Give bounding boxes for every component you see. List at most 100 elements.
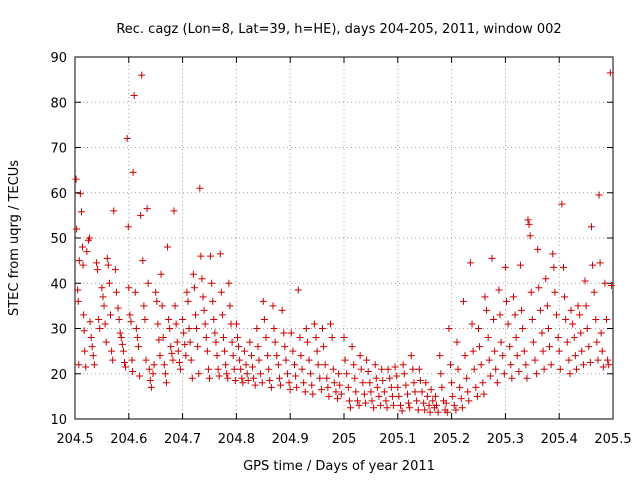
data-point xyxy=(105,279,113,287)
data-point xyxy=(518,306,526,314)
data-point xyxy=(395,392,403,400)
data-point xyxy=(507,361,515,369)
data-point xyxy=(145,365,153,373)
data-point xyxy=(266,377,274,385)
data-point xyxy=(368,397,376,405)
data-point xyxy=(590,288,598,296)
data-point xyxy=(156,352,164,360)
data-point xyxy=(596,259,604,267)
data-point xyxy=(208,279,216,287)
data-point xyxy=(544,325,552,332)
data-point xyxy=(258,379,266,387)
data-point xyxy=(127,318,135,326)
data-point xyxy=(103,254,111,262)
data-point xyxy=(168,349,176,357)
data-point xyxy=(197,252,205,260)
data-point xyxy=(102,338,110,346)
data-point xyxy=(118,340,126,348)
data-point xyxy=(171,302,179,310)
data-point xyxy=(75,361,83,369)
data-point xyxy=(291,361,299,369)
data-point xyxy=(542,275,550,283)
data-point xyxy=(246,338,254,346)
data-point xyxy=(216,250,224,258)
data-point xyxy=(538,329,546,337)
data-point xyxy=(389,401,397,409)
data-point xyxy=(226,302,234,310)
data-point xyxy=(490,315,498,323)
data-point xyxy=(129,367,137,375)
data-point xyxy=(280,329,288,337)
data-point xyxy=(108,347,116,355)
x-tick-label: 205.1 xyxy=(379,432,416,447)
data-point xyxy=(204,365,212,373)
data-point xyxy=(576,311,584,319)
data-point xyxy=(528,315,536,323)
data-point xyxy=(275,374,283,382)
data-point xyxy=(592,315,600,323)
data-point xyxy=(480,390,488,398)
data-point xyxy=(450,401,458,409)
data-point xyxy=(301,388,309,396)
data-point xyxy=(176,365,184,373)
data-point xyxy=(300,379,308,387)
data-point xyxy=(433,401,441,409)
data-point xyxy=(501,263,509,271)
data-point xyxy=(225,279,233,287)
data-point xyxy=(554,334,562,342)
data-point xyxy=(116,329,124,337)
data-point xyxy=(99,293,107,301)
data-point xyxy=(286,386,294,394)
data-point xyxy=(525,220,533,228)
data-point xyxy=(415,365,423,373)
data-point xyxy=(594,356,602,364)
data-point xyxy=(210,315,218,323)
data-point xyxy=(142,356,150,364)
data-point xyxy=(562,315,570,323)
data-point xyxy=(199,293,207,301)
data-point xyxy=(362,399,370,407)
data-point xyxy=(278,306,286,314)
data-point xyxy=(320,343,328,351)
data-point xyxy=(308,381,316,389)
data-point xyxy=(186,338,194,346)
data-point xyxy=(531,356,539,364)
data-point xyxy=(131,288,139,296)
data-point xyxy=(159,334,167,342)
data-point xyxy=(146,377,154,385)
data-point xyxy=(452,406,460,414)
data-point xyxy=(502,297,510,305)
data-point xyxy=(152,288,160,296)
data-point xyxy=(287,329,295,337)
data-point xyxy=(120,358,128,366)
x-tick-label: 204.9 xyxy=(272,432,309,447)
data-point xyxy=(586,358,594,366)
data-point xyxy=(240,347,248,355)
data-point xyxy=(309,390,317,398)
data-point xyxy=(104,261,112,269)
data-point xyxy=(130,91,138,99)
data-point xyxy=(281,343,289,351)
data-point xyxy=(259,297,267,305)
data-point xyxy=(500,370,508,378)
data-point xyxy=(170,207,178,215)
data-point xyxy=(364,367,372,375)
data-point xyxy=(74,286,82,294)
data-point xyxy=(136,372,144,380)
data-point xyxy=(465,397,473,405)
data-point xyxy=(80,311,88,319)
data-point xyxy=(523,374,531,382)
data-point xyxy=(134,343,142,351)
data-point xyxy=(329,365,337,373)
data-point xyxy=(233,334,241,342)
data-point xyxy=(86,234,94,242)
data-point xyxy=(82,363,90,371)
data-point xyxy=(80,327,88,335)
data-point xyxy=(469,347,477,355)
data-point xyxy=(201,320,209,328)
data-point xyxy=(488,254,496,262)
data-point xyxy=(289,347,297,355)
data-point xyxy=(508,374,516,382)
data-point xyxy=(336,381,344,389)
